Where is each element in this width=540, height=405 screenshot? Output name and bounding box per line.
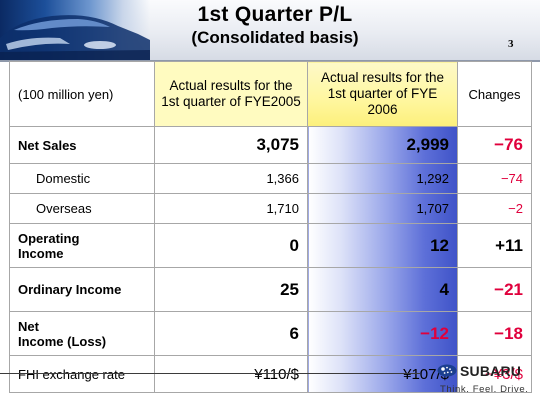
cell-curr: 1,292 — [307, 163, 458, 194]
row-label: Ordinary Income — [9, 267, 155, 312]
row-label-line1: Net — [18, 318, 39, 334]
page-number: 3 — [508, 38, 514, 50]
car-photo-icon — [0, 0, 150, 60]
subaru-pleiades-logo-icon — [437, 364, 457, 377]
row-label: Domestic — [9, 163, 155, 194]
cell-curr: −12 — [307, 311, 458, 356]
table-row-domestic: Domestic 1,366 1,292 −74 — [9, 163, 532, 194]
brand-tagline: Think. Feel. Drive. — [440, 384, 529, 395]
slide-header: 1st Quarter P/L (Consolidated basis) 3 — [0, 0, 540, 60]
cell-curr: 4 — [307, 267, 458, 312]
cell-change: −18 — [457, 311, 532, 356]
cell-change: −74 — [457, 163, 532, 194]
brand-logo: SUBARU — [437, 363, 533, 379]
page-title: 1st Quarter P/L — [197, 3, 353, 26]
row-label: Net Income (Loss) — [9, 311, 155, 356]
table-row-net-sales: Net Sales 3,075 2,999 −76 — [9, 126, 532, 164]
cell-curr: ¥107/$ — [307, 355, 458, 393]
cell-change: −76 — [457, 126, 532, 164]
cell-curr: 2,999 — [307, 126, 458, 164]
footer-divider — [0, 373, 420, 374]
cell-prev: 6 — [154, 311, 308, 356]
cell-prev: ¥110/$ — [154, 355, 308, 393]
table-row-overseas: Overseas 1,710 1,707 −2 — [9, 193, 532, 224]
column-header-changes: Changes — [457, 61, 532, 127]
row-label: Net Sales — [9, 126, 155, 164]
row-label: FHI exchange rate — [9, 355, 155, 393]
row-label-line2: Income (Loss) — [18, 333, 107, 349]
cell-prev: 1,710 — [154, 193, 308, 224]
cell-change: −¥3/$ — [457, 355, 532, 393]
cell-curr: 12 — [307, 223, 458, 268]
table-row-exchange-rate: FHI exchange rate ¥110/$ ¥107/$ −¥3/$ — [9, 355, 532, 393]
cell-prev: 25 — [154, 267, 308, 312]
title-block: 1st Quarter P/L (Consolidated basis) — [150, 2, 400, 49]
column-header-curr: Actual results for the 1st quarter of FY… — [307, 61, 458, 127]
row-label-line1: Operating — [18, 230, 80, 246]
row-label: Overseas — [9, 193, 155, 224]
cell-change: −21 — [457, 267, 532, 312]
page-subtitle: (Consolidated basis) — [191, 28, 359, 47]
table-header-row: (100 million yen) Actual results for the… — [9, 61, 532, 127]
table-row-ordinary-income: Ordinary Income 25 4 −21 — [9, 267, 532, 312]
row-label-line2: Income — [18, 245, 64, 261]
table-row-net-income: Net Income (Loss) 6 −12 −18 — [9, 311, 532, 356]
cell-curr: 1,707 — [307, 193, 458, 224]
cell-prev: 0 — [154, 223, 308, 268]
cell-change: −2 — [457, 193, 532, 224]
brand-name: SUBARU — [460, 363, 522, 379]
unit-label: (100 million yen) — [9, 61, 155, 127]
pl-table: (100 million yen) Actual results for the… — [9, 61, 532, 393]
cell-change: +11 — [457, 223, 532, 268]
cell-prev: 3,075 — [154, 126, 308, 164]
cell-prev: 1,366 — [154, 163, 308, 194]
row-label: Operating Income — [9, 223, 155, 268]
table-row-operating-income: Operating Income 0 12 +11 — [9, 223, 532, 268]
column-header-prev: Actual results for the 1st quarter of FY… — [154, 61, 308, 127]
